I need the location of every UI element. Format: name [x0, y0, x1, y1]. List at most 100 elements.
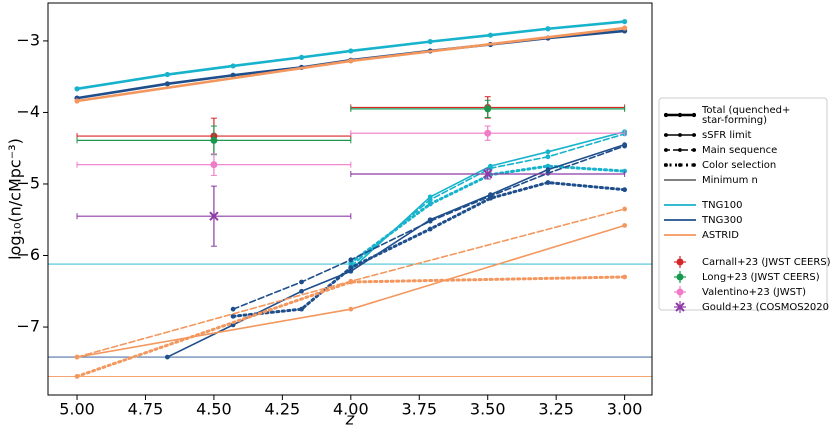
legend-point [692, 148, 696, 152]
x-tick-label: 5.00 [59, 400, 95, 419]
y-axis-label: log₁₀(n/cMpc⁻³) [6, 138, 25, 260]
legend-label: TNG300 [701, 215, 742, 226]
legend-point [678, 148, 682, 152]
marker [210, 136, 218, 144]
point [348, 48, 354, 54]
line-total [75, 20, 626, 91]
x-tick-label: 3.50 [470, 400, 506, 419]
point [488, 192, 493, 198]
marker [483, 169, 493, 179]
plot-frame [47, 2, 653, 396]
legend-label: sSFR limit [702, 130, 752, 141]
point [622, 187, 628, 193]
legend-label: Main sequence [702, 145, 777, 156]
marker [675, 302, 685, 312]
point [348, 268, 354, 274]
legend-point [678, 163, 682, 167]
marker [209, 211, 219, 221]
y-tick-label: −7 [16, 317, 40, 336]
legend-point [678, 133, 682, 137]
x-tick-label: 3.00 [607, 400, 643, 419]
point [545, 26, 551, 32]
point [545, 163, 551, 169]
marker [676, 288, 684, 296]
point [164, 81, 170, 87]
point [545, 154, 551, 160]
point [427, 217, 433, 223]
point [348, 306, 354, 312]
x-tick-label: 4.75 [128, 400, 164, 419]
marker [484, 129, 492, 137]
legend-point [692, 163, 696, 167]
point [427, 39, 433, 45]
legend-label: Gould+23 (COSMOS2020) [702, 302, 830, 313]
point [164, 71, 170, 78]
marker-stroke [675, 302, 685, 312]
x-tick-label: 3.25 [538, 400, 574, 419]
legend-label: TNG100 [701, 200, 742, 211]
point [427, 226, 433, 232]
y-tick-label: −5 [16, 173, 40, 192]
point [348, 58, 354, 64]
legend-label: star-forming) [702, 115, 767, 126]
y-tick-label: −4 [16, 102, 40, 121]
point [348, 278, 354, 284]
point [348, 265, 354, 271]
point [298, 54, 305, 60]
marker [676, 258, 684, 266]
legend-label: Minimum n [702, 175, 758, 186]
legend-point [664, 148, 668, 152]
point [427, 201, 433, 207]
x-tick-label: 3.75 [401, 400, 437, 419]
line-total [75, 26, 626, 103]
point [622, 274, 628, 280]
marker [484, 105, 492, 113]
legend-label: Valentino+23 (JWST) [702, 287, 806, 298]
point [230, 63, 236, 69]
y-tick-label: −3 [16, 30, 40, 49]
point [348, 257, 354, 263]
x-tick-label: 4.50 [196, 400, 232, 419]
point [299, 306, 304, 312]
legend-point [692, 133, 696, 137]
point [74, 86, 80, 92]
legend-label: Carnall+23 (JWST CEERS) [702, 257, 830, 268]
marker-stroke [483, 169, 493, 179]
legend-label: Color selection [702, 160, 776, 171]
point [622, 18, 628, 25]
legend-label: Long+23 (JWST CEERS) [702, 272, 820, 283]
marker-stroke [209, 211, 219, 221]
y-tick-label: −6 [16, 245, 40, 264]
legend-label: Total (quenched+ [701, 105, 790, 116]
point [427, 194, 433, 200]
point [622, 142, 628, 148]
legend-point [663, 112, 669, 118]
point [487, 32, 494, 38]
point [488, 163, 493, 169]
x-tick-label: 4.25 [265, 400, 301, 419]
line-color-selection [75, 275, 627, 378]
point [622, 25, 628, 31]
point [545, 180, 551, 185]
point [622, 223, 628, 228]
legend-point [677, 112, 683, 118]
legend-point [664, 133, 668, 137]
point [545, 149, 551, 155]
point [230, 72, 236, 78]
point [74, 354, 80, 360]
x-tick-label: 4.00 [333, 400, 369, 419]
x-axis-label: z [345, 410, 355, 429]
line-ssfr [76, 224, 626, 358]
point [164, 354, 170, 360]
point [74, 98, 80, 104]
point [299, 288, 304, 294]
point [230, 306, 236, 312]
point [299, 279, 304, 285]
marker [676, 273, 684, 281]
legend-label: ASTRID [702, 230, 739, 241]
legend-point [691, 112, 697, 118]
point [545, 167, 551, 173]
point [230, 313, 236, 319]
legend-box [658, 97, 828, 311]
